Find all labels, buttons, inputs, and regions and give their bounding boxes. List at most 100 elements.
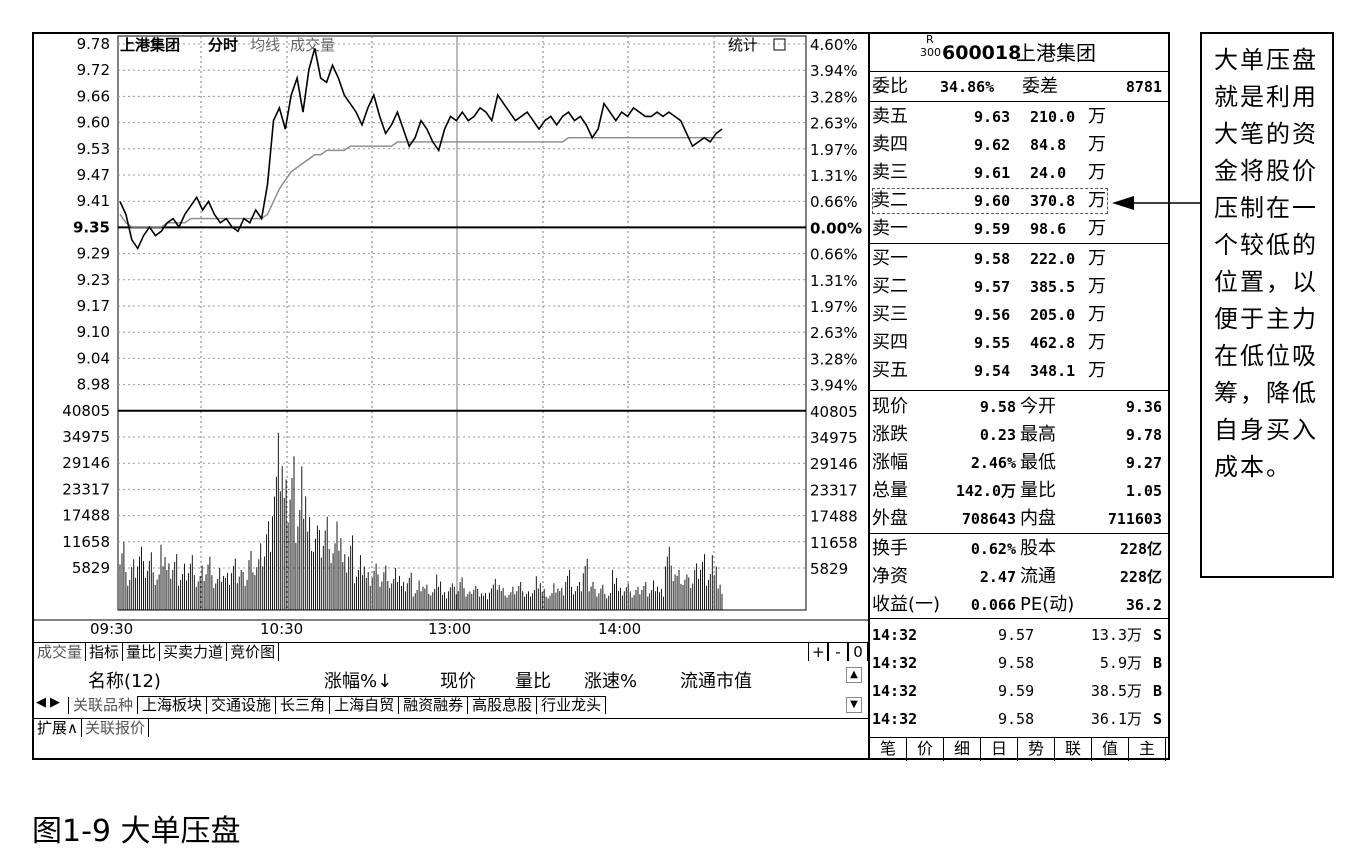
stat-value: 2.46% xyxy=(970,454,1016,472)
quote-tab[interactable]: 值 xyxy=(1092,737,1129,761)
quote-tab[interactable]: 日 xyxy=(981,737,1018,761)
sector-tab[interactable]: 交通设施 xyxy=(206,696,277,714)
toolbar-button[interactable]: 量比 xyxy=(123,643,161,661)
stat-label: 最高 xyxy=(1020,424,1056,445)
ask-unit: 万 xyxy=(1088,218,1106,239)
sector-tabs-row: ◀ ▶ 关联品种 上海板块 交通设施 长三角 上海自贸 融资融券 高股息股 行业龙头 ▼ xyxy=(34,693,868,717)
tab-next-icon[interactable]: ▶ xyxy=(50,695,60,710)
price-tick-label: 9.53 xyxy=(77,140,110,158)
tick-price: 9.57 xyxy=(998,626,1035,644)
stat-row: 涨幅 2.46% 最低 9.27 xyxy=(870,450,1168,476)
tick-price: 9.58 xyxy=(998,710,1035,728)
zoom-button[interactable]: - xyxy=(828,643,848,661)
volume-tick-label: 11658 xyxy=(62,533,110,551)
annotation-arrow xyxy=(1112,196,1201,210)
sector-tab[interactable]: 行业龙头 xyxy=(536,696,607,714)
sector-tab[interactable]: 长三角 xyxy=(275,696,331,714)
window-icon xyxy=(773,38,786,51)
quote-bottom-tabs: 笔价细日势联值主 xyxy=(870,737,1168,761)
scroll-up-icon[interactable]: ▲ xyxy=(846,667,862,683)
stat-label: 涨跌 xyxy=(872,424,908,445)
bid-label: 买一 xyxy=(872,248,908,269)
tick-row: 14:32 9.58 5.9万 B xyxy=(870,650,1168,676)
quote-tab[interactable]: 势 xyxy=(1018,737,1055,761)
stat-label: 外盘 xyxy=(872,508,908,529)
price-tick-label: 9.17 xyxy=(77,297,110,315)
quote-tab[interactable]: 细 xyxy=(944,737,981,761)
ask-row: 卖三 9.61 24.0 万 xyxy=(870,160,1168,186)
ask-label: 卖三 xyxy=(872,162,908,183)
zoom-button[interactable]: + xyxy=(808,643,828,661)
speed-column-header[interactable]: 涨速% xyxy=(584,671,638,692)
annotation-text: 大单压盘就是利用大笔的资金将股价压制在一个较低的位置，以便于主力在低位吸筹，降低… xyxy=(1214,46,1318,481)
stat-row: 净资 2.47 流通 228亿 xyxy=(870,564,1168,590)
bid-unit: 万 xyxy=(1088,248,1106,269)
related-quote-button[interactable]: 关联报价 xyxy=(82,719,149,737)
sector-tab[interactable]: 高股息股 xyxy=(467,696,538,714)
quote-panel: R 300 600018 上港集团 委比 34.86% 委差 8781 卖五 9.… xyxy=(870,32,1170,761)
price-tick-label: 9.60 xyxy=(77,114,110,132)
pct-tick-label: 1.97% xyxy=(810,298,858,316)
sector-tab[interactable]: 融资融券 xyxy=(398,696,469,714)
quote-tab[interactable]: 笔 xyxy=(870,737,907,761)
toolbar-button[interactable]: 买卖力道 xyxy=(160,643,228,661)
ask-unit: 万 xyxy=(1088,190,1106,211)
bid-price: 9.56 xyxy=(974,306,1011,324)
stat-label: 收益(一) xyxy=(872,594,941,615)
pct-tick-label: 0.66% xyxy=(810,246,858,264)
zoom-button[interactable]: 0 xyxy=(848,643,868,661)
tab-prev-icon[interactable]: ◀ xyxy=(36,695,46,710)
quote-title: R 300 600018 上港集团 xyxy=(870,34,1168,70)
avg-price-line xyxy=(119,137,722,228)
tick-time: 14:32 xyxy=(872,654,918,672)
bid-volume: 205.0 xyxy=(1030,306,1076,324)
quote-tab[interactable]: 价 xyxy=(907,737,944,761)
toolbar-button[interactable]: 指标 xyxy=(86,643,124,661)
intraday-chart[interactable]: 9.78 4.60% 9.72 3.94% 9.66 3.28% 9.60 2.63% 9.53… xyxy=(34,34,868,758)
ask-label: 卖四 xyxy=(872,134,908,155)
quote-tab[interactable]: 主 xyxy=(1129,737,1166,761)
tick-price: 9.59 xyxy=(998,682,1035,700)
toolbar-button[interactable]: 竞价图 xyxy=(227,643,280,661)
stat-row: 涨跌 0.23 最高 9.78 xyxy=(870,422,1168,448)
name-column-header[interactable]: 名称(12) xyxy=(88,671,161,692)
sector-tab[interactable]: 关联品种 xyxy=(68,697,139,714)
volume-ratio-column-header[interactable]: 量比 xyxy=(515,671,551,692)
sector-tab[interactable]: 上海自贸 xyxy=(329,696,400,714)
pct-tick-label: 2.63% xyxy=(810,324,858,342)
stat-value: 36.2 xyxy=(1125,596,1162,614)
stat-label: PE(动) xyxy=(1020,594,1075,615)
stat-value: 9.78 xyxy=(1125,426,1162,444)
tab-avg-line: 均线 xyxy=(250,36,280,54)
price-column-header[interactable]: 现价 xyxy=(440,671,476,692)
stat-label: 流通 xyxy=(1020,566,1056,587)
toolbar-button[interactable]: 成交量 xyxy=(34,643,87,661)
quote-tab[interactable]: 联 xyxy=(1055,737,1092,761)
bid-row: 买二 9.57 385.5 万 xyxy=(870,274,1168,300)
stat-row: 换手 0.62% 股本 228亿 xyxy=(870,536,1168,562)
ask-price: 9.61 xyxy=(974,164,1011,182)
price-tick-label: 9.23 xyxy=(77,271,110,289)
chart-stock-name: 上港集团 xyxy=(120,36,180,54)
scroll-down-icon[interactable]: ▼ xyxy=(846,697,862,713)
volume-tick-label: 29146 xyxy=(62,454,110,472)
volume-tick-label: 23317 xyxy=(810,481,858,499)
price-tick-label: 9.41 xyxy=(77,192,110,210)
market-cap-column-header[interactable]: 流通市值 xyxy=(680,671,752,692)
sector-tab[interactable]: 上海板块 xyxy=(137,696,208,714)
pct-tick-label: 0.66% xyxy=(810,193,858,211)
highlight-box xyxy=(872,188,1108,214)
related-list-header: 名称(12) 涨幅%↓ 现价 量比 涨速% 流通市值 ▲ xyxy=(34,663,868,693)
bid-unit: 万 xyxy=(1088,360,1106,381)
badge-bottom: 300 xyxy=(920,46,941,59)
stat-label: 最低 xyxy=(1020,452,1056,473)
stat-value: 1.05 xyxy=(1125,482,1162,500)
time-tick-label: 10:30 xyxy=(260,620,303,638)
bid-row: 买三 9.56 205.0 万 xyxy=(870,302,1168,328)
volume-tick-label: 11658 xyxy=(810,534,858,552)
expand-button[interactable]: 扩展∧ xyxy=(34,719,82,737)
volume-tick-label: 23317 xyxy=(62,480,110,498)
change-pct-column-header[interactable]: 涨幅%↓ xyxy=(324,671,393,692)
volume-tick-label: 40805 xyxy=(810,403,858,421)
stat-label: 股本 xyxy=(1020,538,1056,559)
